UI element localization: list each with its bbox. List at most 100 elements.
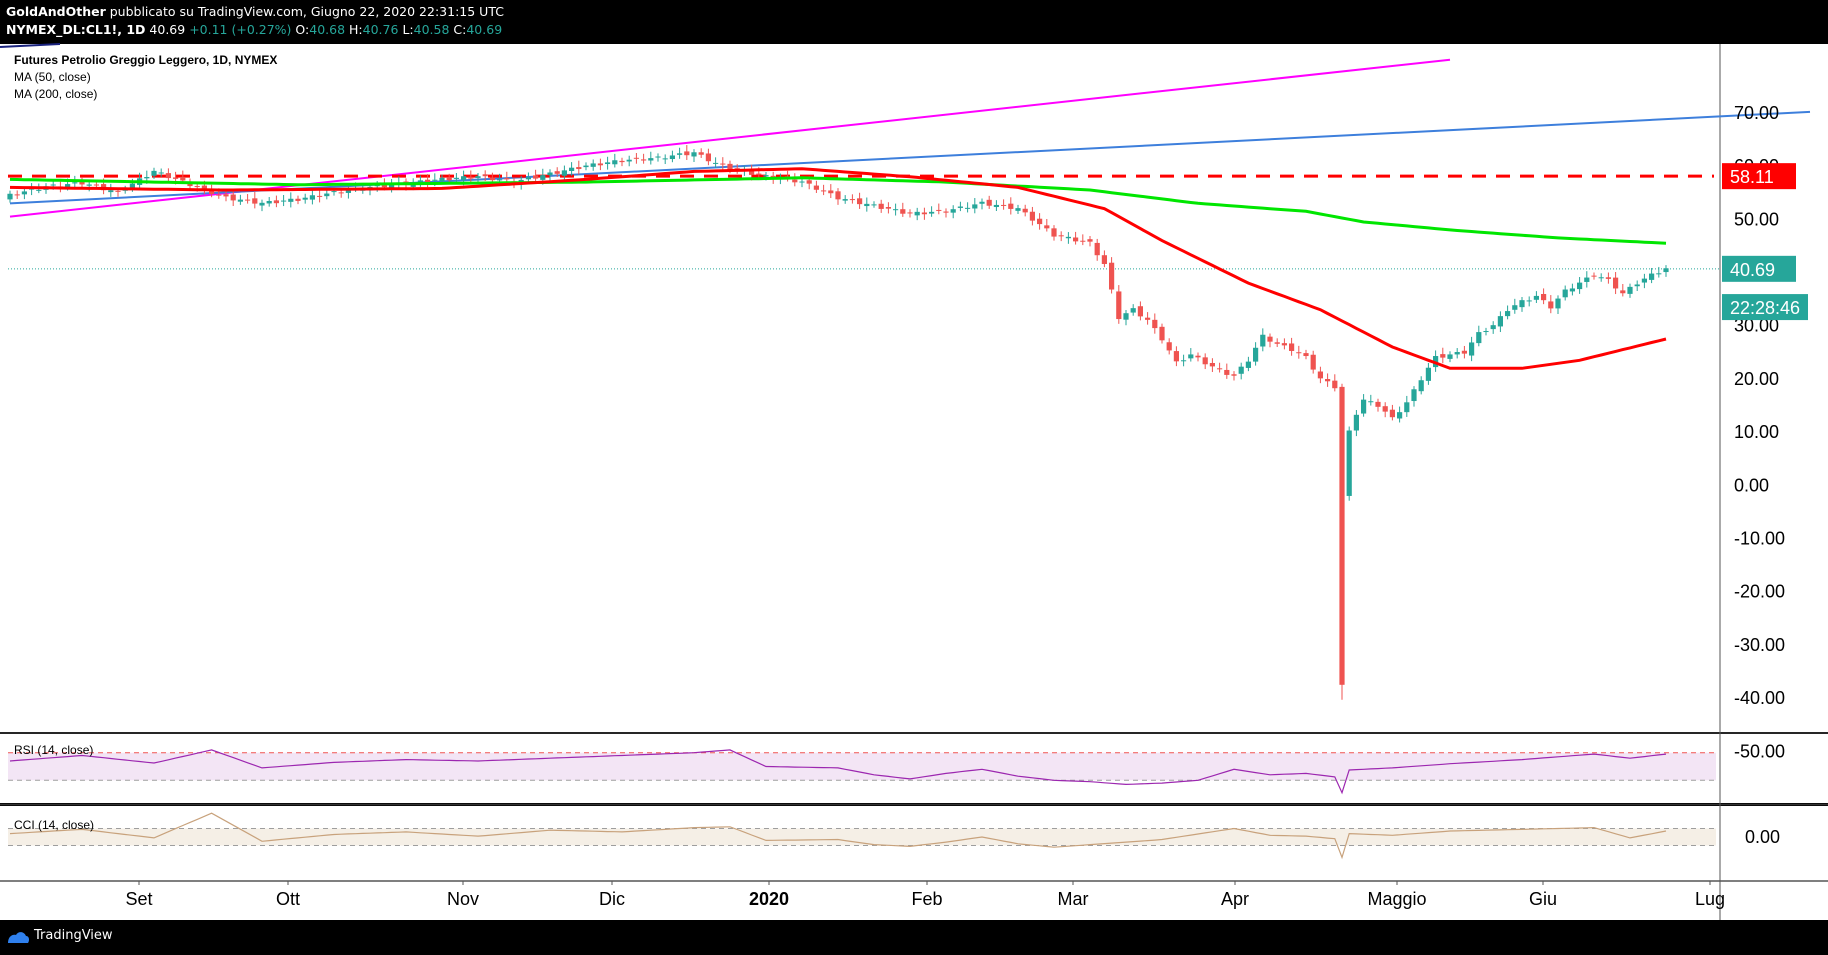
- candle-body: [857, 198, 863, 205]
- candle-body: [79, 180, 85, 185]
- candle-body: [1353, 414, 1359, 431]
- candle-body: [986, 199, 992, 206]
- candle-body: [331, 191, 337, 193]
- time-axis-label: Giu: [1529, 889, 1557, 909]
- candle-body: [1029, 211, 1035, 221]
- candle-body: [1469, 342, 1475, 356]
- candle-body: [1166, 342, 1172, 351]
- candle-body: [1555, 298, 1561, 309]
- candle-body: [1418, 380, 1424, 392]
- ma50-line: [9, 167, 1667, 370]
- candle-body: [547, 172, 553, 176]
- candle-body: [237, 199, 243, 202]
- candle-body: [1253, 347, 1259, 362]
- close-value: 40.69: [466, 22, 503, 37]
- candle-body: [655, 156, 661, 158]
- ohlc-line: NYMEX_DL:CL1!, 1D 40.69 +0.11 (+0.27%) O…: [6, 22, 502, 37]
- candle-body: [14, 194, 20, 196]
- candle-body: [1332, 380, 1338, 389]
- price-axis-tick: 0.00: [1734, 475, 1769, 495]
- candle-body: [1425, 367, 1431, 381]
- candle-body: [21, 191, 27, 195]
- candle-body: [1634, 284, 1640, 287]
- dark-trendline-stub: [0, 43, 61, 48]
- candle-body: [1130, 308, 1136, 313]
- candle-body: [842, 199, 848, 201]
- candle-body: [1627, 286, 1633, 294]
- candle-body: [1173, 351, 1179, 362]
- candle-body: [1044, 225, 1050, 229]
- published-info: pubblicato su TradingView.com, Giugno 22…: [109, 4, 504, 19]
- ma200-line: [9, 176, 1667, 245]
- candle-body: [1015, 208, 1021, 211]
- publish-line: GoldAndOther pubblicato su TradingView.c…: [6, 4, 504, 19]
- open-label: O:: [295, 22, 310, 37]
- candle-body: [1569, 288, 1575, 292]
- ma200-legend: MA (200, close): [14, 87, 97, 101]
- candle-body: [864, 203, 870, 207]
- candle-body: [1389, 409, 1395, 418]
- candle-body: [1260, 334, 1266, 347]
- candle-body: [1519, 300, 1525, 308]
- candle-body: [1022, 208, 1028, 213]
- candle-body: [230, 194, 236, 201]
- candle-body: [158, 172, 164, 174]
- price-chart-svg[interactable]: 70.0060.0050.0030.0020.0010.000.00-10.00…: [0, 0, 1828, 920]
- time-axis-label: Dic: [599, 889, 625, 909]
- candle-body: [540, 175, 546, 180]
- candle-body: [1411, 389, 1417, 402]
- candle-body: [194, 186, 200, 188]
- candle-body: [259, 202, 265, 206]
- tradingview-brand[interactable]: TradingView: [34, 928, 113, 943]
- candle-body: [252, 198, 258, 204]
- candle-body: [929, 211, 935, 214]
- candle-body: [1037, 218, 1043, 225]
- candle-body: [1548, 301, 1554, 309]
- high-label: H:: [349, 22, 363, 37]
- candle-body: [93, 184, 99, 186]
- candle-body: [1584, 277, 1590, 282]
- candle-body: [813, 185, 819, 190]
- candle-body: [1073, 237, 1079, 242]
- tradingview-logo-icon: [8, 932, 30, 943]
- candle-body: [144, 177, 150, 179]
- candle-body: [209, 190, 215, 195]
- candle-body: [29, 188, 35, 190]
- candle-body: [324, 193, 330, 197]
- candle-body: [590, 163, 596, 167]
- candle-body: [1087, 239, 1093, 242]
- candle-body: [432, 179, 438, 181]
- price-axis-tick: 30.00: [1734, 316, 1779, 336]
- candle-body: [497, 179, 503, 181]
- candle-body: [1476, 332, 1482, 344]
- candle-body: [309, 195, 315, 200]
- candle-body: [885, 207, 891, 209]
- candle-body: [1289, 343, 1295, 351]
- candle-body: [849, 199, 855, 201]
- candle-body: [1065, 236, 1071, 239]
- time-axis-label: Mar: [1058, 889, 1089, 909]
- price-axis-tick: -50.00: [1734, 741, 1785, 761]
- candle-body: [626, 159, 632, 162]
- candle-body: [180, 176, 186, 181]
- candle-body: [1346, 430, 1352, 496]
- author-name[interactable]: GoldAndOther: [6, 4, 106, 19]
- candle-body: [576, 167, 582, 170]
- candle-body: [1310, 354, 1316, 370]
- candle-body: [806, 180, 812, 184]
- price-badge-label: 40.69: [1730, 260, 1775, 280]
- candle-body: [417, 180, 423, 183]
- ma50-legend: MA (50, close): [14, 70, 91, 84]
- candle-body: [914, 211, 920, 216]
- candle-body: [900, 209, 906, 214]
- candle-body: [50, 184, 56, 186]
- price-badge: [1722, 294, 1808, 321]
- candle-body: [1058, 235, 1064, 237]
- candle-body: [461, 176, 467, 180]
- candle-body: [1613, 277, 1619, 289]
- candle-body: [129, 183, 135, 188]
- candle-body: [972, 204, 978, 209]
- candle-body: [921, 212, 927, 215]
- candle-body: [1195, 355, 1201, 358]
- price-axis-tick: -40.00: [1734, 688, 1785, 708]
